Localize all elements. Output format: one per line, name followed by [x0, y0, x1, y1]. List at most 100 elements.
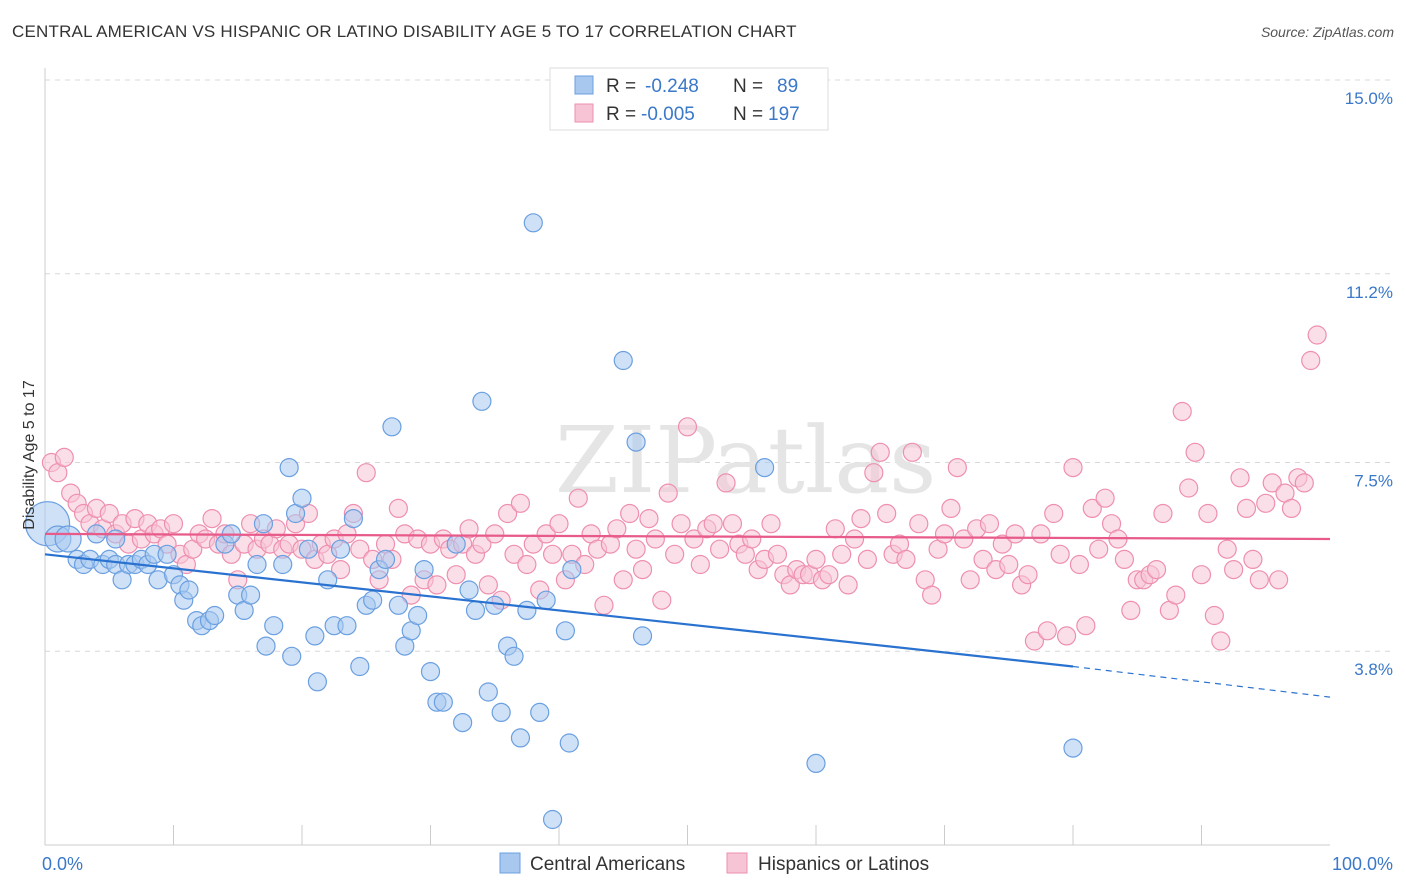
- data-point: [844, 529, 865, 549]
- data-point: [465, 600, 486, 621]
- data-point: [979, 514, 1000, 534]
- data-point: [703, 514, 723, 534]
- data-point: [54, 525, 82, 553]
- legend-r-value: -0.248: [645, 76, 699, 97]
- y-tick-label: 11.2%: [1346, 283, 1393, 302]
- data-point: [202, 508, 222, 529]
- data-point: [298, 539, 319, 559]
- data-point: [1217, 539, 1237, 559]
- legend-swatch-pink: [574, 103, 594, 123]
- trend-line: [44, 553, 1074, 668]
- data-point: [350, 539, 370, 559]
- data-point: [388, 595, 408, 615]
- data-point: [472, 391, 492, 411]
- data-point: [909, 514, 929, 534]
- data-point: [864, 463, 884, 483]
- y-tick-label: 3.8%: [1354, 660, 1393, 679]
- data-point: [382, 417, 402, 437]
- data-point: [947, 458, 967, 478]
- data-point: [179, 580, 199, 600]
- data-point: [941, 498, 961, 518]
- trend-lines: [44, 532, 1331, 698]
- data-point: [1211, 631, 1231, 651]
- data-point: [517, 600, 537, 621]
- watermark: ZIPatlas: [555, 407, 936, 514]
- data-point: [1031, 524, 1051, 544]
- bottom-legend-label-central-americans: Central Americans: [530, 854, 685, 875]
- data-point: [645, 529, 665, 549]
- data-point: [1050, 544, 1070, 564]
- data-point: [478, 575, 498, 595]
- data-point: [819, 565, 839, 585]
- data-point: [1153, 503, 1173, 524]
- data-point: [613, 570, 633, 590]
- trend-line: [44, 532, 1331, 541]
- data-point: [973, 549, 993, 570]
- data-point: [742, 529, 762, 549]
- data-point: [1056, 626, 1077, 646]
- data-point: [555, 621, 576, 641]
- trend-line-extension: [1072, 665, 1331, 698]
- legend-r-label: R =: [606, 104, 636, 125]
- x-tick-label: 100.0%: [1332, 854, 1393, 874]
- data-point: [1307, 325, 1327, 345]
- data-point: [992, 534, 1012, 554]
- data-point: [542, 544, 563, 564]
- tick-labels: 3.8% 7.5% 11.2% 15.0% 0.0% 100.0%: [42, 89, 1393, 874]
- data-point: [549, 514, 569, 534]
- data-point: [761, 514, 781, 534]
- data-point: [517, 554, 537, 575]
- data-point: [305, 626, 325, 646]
- data-point: [420, 661, 441, 682]
- data-point: [1005, 524, 1025, 544]
- data-point: [1069, 554, 1090, 575]
- data-point: [632, 559, 653, 580]
- data-point: [1268, 570, 1289, 590]
- data-point: [478, 682, 498, 702]
- data-point: [330, 559, 351, 580]
- data-point: [1166, 585, 1186, 605]
- data-point: [205, 605, 225, 626]
- data-point: [851, 508, 871, 529]
- data-point: [684, 529, 704, 549]
- data-point: [498, 503, 518, 524]
- data-point: [1262, 473, 1282, 493]
- data-point: [1191, 565, 1212, 585]
- watermark-text: ZIPatlas: [555, 407, 936, 514]
- chart-title: CENTRAL AMERICAN VS HISPANIC OR LATINO D…: [12, 22, 797, 41]
- data-point: [710, 539, 730, 559]
- data-point: [1082, 498, 1102, 518]
- y-axis-title: Disability Age 5 to 17: [21, 380, 38, 530]
- data-point: [337, 616, 357, 636]
- data-point: [568, 488, 588, 508]
- data-point: [652, 590, 672, 610]
- data-point: [356, 463, 376, 483]
- data-point: [388, 498, 408, 518]
- data-point: [767, 544, 788, 564]
- data-point: [838, 575, 858, 595]
- data-point: [350, 656, 370, 677]
- legend-r-label: R =: [606, 76, 636, 97]
- data-point: [363, 590, 383, 610]
- y-tick-label: 15.0%: [1345, 89, 1393, 108]
- data-point: [825, 519, 845, 539]
- data-point: [1095, 488, 1115, 508]
- y-axis-label: Disability Age 5 to 17: [21, 380, 38, 530]
- data-point: [1063, 738, 1083, 758]
- data-point: [1281, 498, 1302, 518]
- data-point: [1063, 458, 1083, 478]
- data-point: [459, 519, 479, 539]
- data-point: [1172, 401, 1192, 422]
- data-point: [902, 442, 922, 462]
- data-point: [1089, 539, 1109, 559]
- bottom-legend-swatch-blue: [499, 852, 521, 874]
- data-point: [626, 539, 646, 559]
- data-point: [446, 565, 466, 585]
- data-point: [832, 544, 852, 564]
- data-point: [999, 554, 1019, 575]
- data-point: [1044, 503, 1064, 524]
- data-point: [157, 544, 177, 564]
- data-point: [1230, 468, 1250, 488]
- top-legend: R = -0.248 N = 89 R = -0.005 N = 197: [549, 67, 829, 131]
